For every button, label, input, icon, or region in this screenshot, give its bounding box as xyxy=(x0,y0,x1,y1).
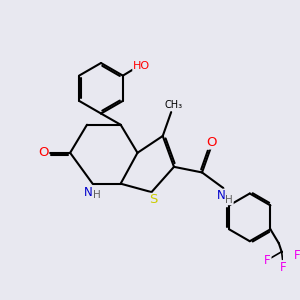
Text: S: S xyxy=(149,194,157,206)
Text: HO: HO xyxy=(133,61,150,71)
Text: CH₃: CH₃ xyxy=(165,100,183,110)
Text: O: O xyxy=(38,146,49,159)
Text: N: N xyxy=(84,186,93,199)
Text: F: F xyxy=(280,261,286,274)
Text: H: H xyxy=(94,190,101,200)
Text: H: H xyxy=(225,195,233,205)
Text: F: F xyxy=(264,254,271,267)
Text: O: O xyxy=(207,136,217,149)
Text: N: N xyxy=(217,189,226,202)
Text: F: F xyxy=(294,249,300,262)
